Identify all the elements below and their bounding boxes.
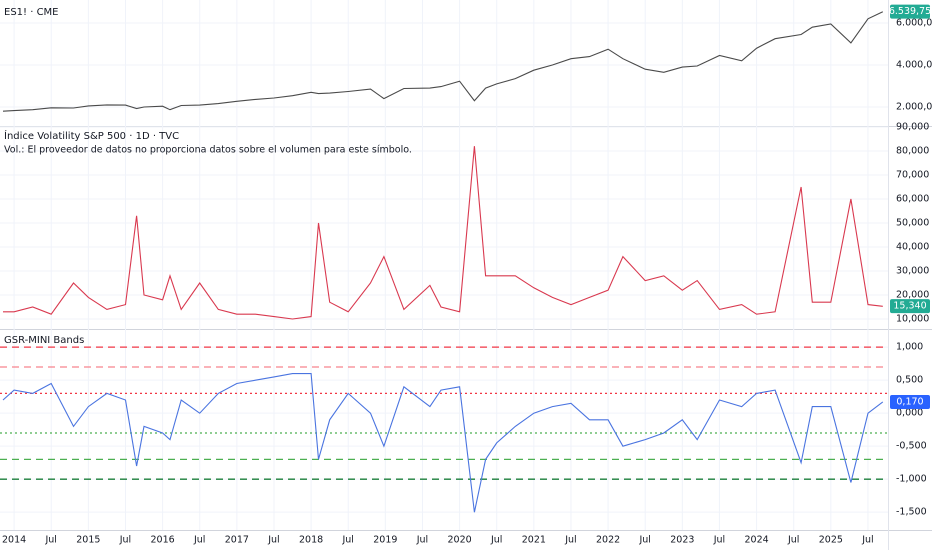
x-tick-label: 2016 (151, 535, 175, 546)
y-tick-label: 30,000 (896, 265, 929, 276)
last-value-label: 6.539,75 (889, 6, 931, 17)
x-tick-label: 2015 (76, 535, 100, 546)
last-value-badge (890, 299, 930, 314)
x-tick-label: Jul (267, 535, 279, 546)
y-tick-label: 0,500 (896, 375, 923, 386)
y-tick-label: 10,000 (896, 313, 929, 324)
x-tick-label: 2023 (670, 535, 694, 546)
x-tick-label: Jul (787, 535, 799, 546)
y-tick-label: -1,000 (896, 474, 927, 485)
y-tick-label: -0,500 (896, 441, 927, 452)
x-tick-label: Jul (490, 535, 502, 546)
x-tick-label: 2014 (2, 535, 26, 546)
x-tick-label: Jul (416, 535, 428, 546)
grid (0, 0, 888, 530)
x-tick-label: 2022 (596, 535, 620, 546)
x-tick-label: Jul (44, 535, 56, 546)
x-tick-label: 2017 (225, 535, 249, 546)
price-line (3, 146, 883, 320)
y-tick-label: 50,000 (896, 217, 929, 228)
y-tick-label: 40,000 (896, 241, 929, 252)
x-tick-label: 2020 (447, 535, 471, 546)
pane-subtitle: Vol.: El proveedor de datos no proporcio… (4, 145, 412, 156)
pane-title: GSR-MINI Bands (4, 335, 84, 346)
price-line (2, 373, 884, 513)
x-tick-label: Jul (713, 535, 725, 546)
x-tick-label: 2025 (819, 535, 843, 546)
y-tick-label: 4.000,00 (896, 59, 932, 70)
y-tick-label: 70,000 (896, 169, 929, 180)
x-tick-label: 2021 (522, 535, 546, 546)
pane-title: Índice Volatility S&P 500 · 1D · TVC (4, 129, 179, 142)
x-tick-label: Jul (638, 535, 650, 546)
y-tick-label: 2.000,00 (896, 101, 932, 112)
last-value-label: 15,340 (893, 301, 926, 312)
y-tick-label: -1,500 (896, 507, 927, 518)
y-tick-label: 20,000 (896, 289, 929, 300)
y-tick-label: 0,000 (896, 408, 923, 419)
x-tick-label: 2019 (373, 535, 397, 546)
x-tick-label: Jul (861, 535, 873, 546)
y-tick-label: 6.000,00 (896, 17, 932, 28)
y-tick-label: 1,000 (896, 342, 923, 353)
y-tick-label: 80,000 (896, 145, 929, 156)
x-tick-label: 2024 (744, 535, 768, 546)
last-value-badge (890, 394, 930, 409)
x-tick-label: Jul (119, 535, 131, 546)
pane-title: ES1! · CME (4, 7, 59, 18)
y-tick-label: 60,000 (896, 193, 929, 204)
price-line (2, 11, 884, 112)
last-value-label: 0,170 (896, 396, 923, 407)
x-tick-label: Jul (193, 535, 205, 546)
last-value-badge (890, 4, 930, 19)
x-tick-label: Jul (341, 535, 353, 546)
y-tick-label: 90,000 (896, 121, 929, 132)
x-tick-label: Jul (564, 535, 576, 546)
x-tick-label: 2018 (299, 535, 323, 546)
